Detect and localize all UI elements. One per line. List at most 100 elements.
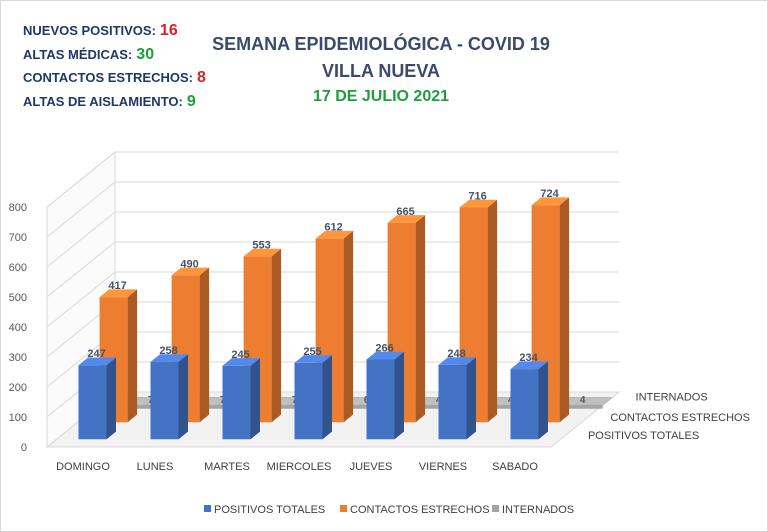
data-label: 612 [324, 222, 342, 234]
stat-altas-medicas: ALTAS MÉDICAS: 30 [23, 43, 206, 67]
bar-top [366, 351, 404, 360]
y-tick-label: 800 [9, 202, 27, 214]
x-tick-label: SABADO [492, 461, 538, 473]
bar-side [343, 230, 354, 423]
stat-label: ALTAS DE AISLAMIENTO: [23, 93, 183, 109]
bar-top [294, 355, 332, 363]
bar-front [438, 364, 467, 440]
bar-side [466, 357, 476, 440]
bar-side [178, 354, 188, 440]
bar-side [250, 358, 260, 440]
bar-0 [222, 358, 260, 440]
y-tick-label: 700 [9, 232, 27, 244]
gridline [46, 151, 619, 208]
y-tick-label: 600 [9, 262, 27, 274]
data-label: 266 [375, 343, 393, 355]
bar-top [459, 199, 498, 208]
bar-top [243, 248, 282, 257]
bar-side [487, 199, 498, 423]
stat-value: 16 [159, 22, 178, 39]
bar-0 [366, 351, 404, 440]
bar-side [127, 289, 138, 423]
stat-contactos-estrechos: CONTACTOS ESTRECHOS: 8 [23, 66, 206, 90]
data-label: 553 [252, 239, 270, 251]
data-label: 255 [303, 346, 321, 358]
data-label: 490 [180, 258, 198, 270]
chart-date: 17 DE JULIO 2021 [312, 88, 450, 105]
bar-side [415, 215, 426, 423]
summary-stats: NUEVOS POSITIVOS: 16 ALTAS MÉDICAS: 30 CON… [23, 19, 206, 113]
bar-side [394, 351, 404, 440]
x-tick-label: JUEVES [350, 461, 393, 473]
legend-swatch [492, 505, 499, 512]
depth-axis-label: INTERNADOS [636, 391, 708, 403]
bar-top [99, 289, 138, 298]
stat-altas-aislamiento: ALTAS DE AISLAMIENTO: 9 [23, 90, 206, 114]
depth-axis-label: CONTACTOS ESTRECHOS [610, 412, 750, 424]
legend-label: POSITIVOS TOTALES [214, 504, 325, 516]
x-tick-label: MARTES [204, 461, 250, 473]
bar-side [199, 267, 210, 423]
bar-0 [438, 357, 476, 440]
depth-axis-label: POSITIVOS TOTALES [588, 430, 699, 442]
internados-data-label: 4 [580, 395, 586, 406]
data-label: 665 [396, 206, 414, 218]
bar-front [366, 359, 395, 440]
bar-top [387, 215, 426, 223]
chart-subtitle: VILLA NUEVA [321, 61, 440, 81]
legend-swatch [204, 505, 211, 512]
gridline [46, 211, 619, 268]
bar-top [438, 357, 476, 365]
stat-label: NUEVOS POSITIVOS: [23, 23, 156, 38]
y-tick-label: 400 [9, 322, 27, 334]
bar-front [294, 362, 323, 440]
bar-top [78, 357, 116, 366]
data-label: 247 [87, 348, 105, 360]
stat-nuevos-positivos: NUEVOS POSITIVOS: 16 [23, 19, 206, 43]
y-tick-label: 100 [9, 412, 27, 424]
data-label: 417 [108, 280, 126, 292]
data-label: 245 [231, 349, 249, 361]
bar-0 [78, 357, 116, 440]
bar-top [222, 358, 260, 366]
stat-value: 9 [186, 92, 196, 110]
bar-0 [150, 354, 188, 440]
gridline [46, 181, 619, 238]
bar-side [106, 357, 116, 440]
stat-value: 8 [196, 69, 206, 86]
legend-label: INTERNADOS [502, 504, 574, 516]
x-tick-label: MIERCOLES [267, 461, 332, 473]
y-tick-label: 200 [9, 382, 27, 394]
y-tick-label: 300 [9, 352, 27, 364]
data-label: 248 [447, 348, 465, 360]
bar-top [171, 267, 210, 276]
x-tick-label: DOMINGO [56, 461, 110, 473]
bar-side [538, 361, 548, 440]
data-label: 724 [540, 188, 559, 200]
bar-side [271, 248, 282, 423]
bar-top [315, 230, 354, 239]
data-label: 258 [159, 345, 177, 357]
gridline [46, 271, 619, 328]
y-tick-label: 0 [21, 442, 27, 454]
legend-label: CONTACTOS ESTRECHOS [350, 504, 490, 516]
bar-front [150, 361, 179, 440]
y-tick-label: 500 [9, 292, 27, 304]
bar-side [559, 197, 570, 423]
x-tick-label: VIERNES [419, 461, 467, 473]
bar-0 [294, 355, 332, 440]
gridline [46, 241, 619, 298]
data-label: 234 [519, 352, 538, 364]
bar-top [531, 197, 570, 206]
stat-value: 30 [136, 45, 155, 63]
data-label: 716 [468, 190, 486, 202]
chart-title: SEMANA EPIDEMIOLÓGICA - COVID 19 [212, 34, 550, 54]
bar-front [510, 369, 539, 440]
bar-side [322, 355, 332, 440]
legend-swatch [340, 505, 347, 512]
bar-0 [510, 361, 548, 440]
bar-top [510, 361, 548, 370]
bar-top [150, 354, 188, 362]
